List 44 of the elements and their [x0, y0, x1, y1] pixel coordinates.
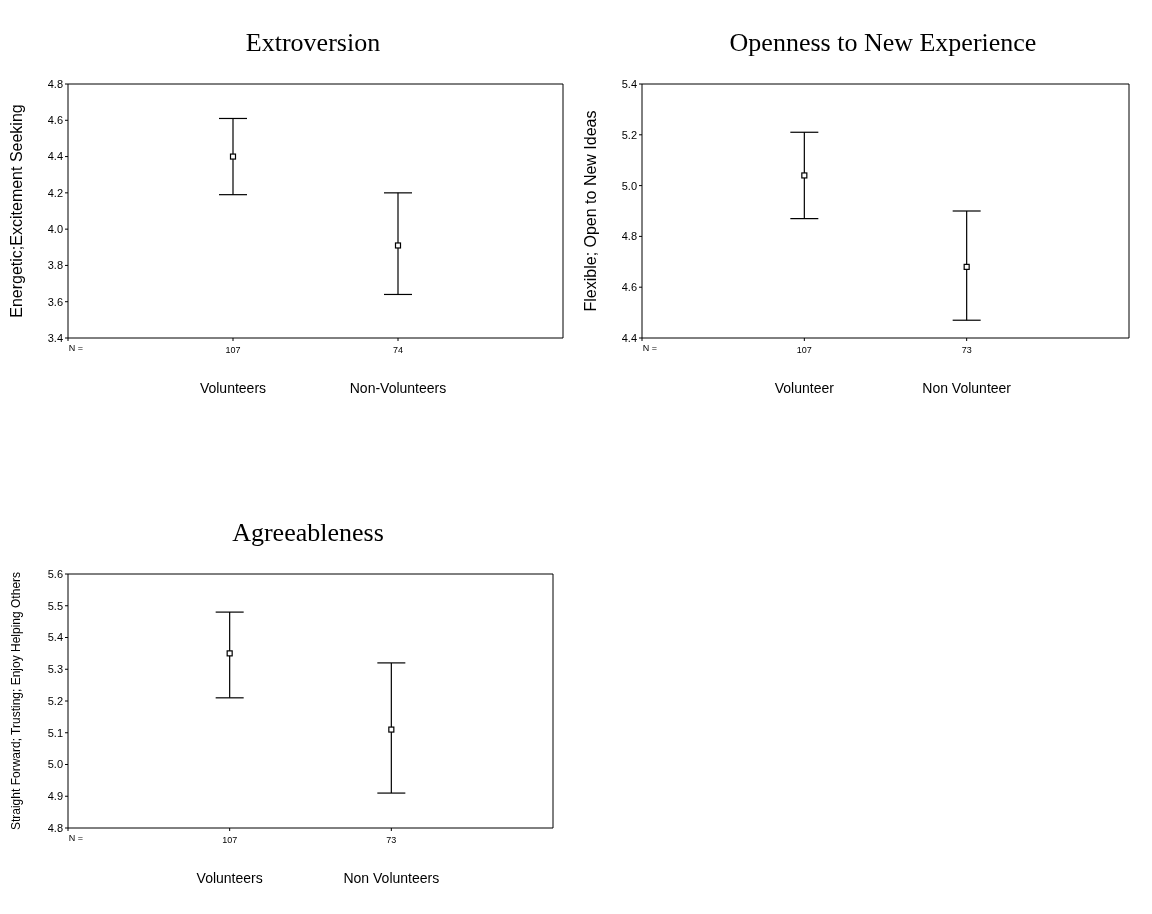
y-tick-label: 5.1 — [47, 726, 63, 739]
y-tick-label: 4.6 — [621, 281, 637, 294]
text: 107 — [225, 345, 241, 355]
chart-title: Extroversion — [244, 28, 382, 58]
x-tick-label: Non Volunteers — [343, 870, 440, 886]
x-tick-label: Non-Volunteers — [349, 380, 447, 396]
y-axis-title: Straight Forward; Trusting; Enjoy Helping Others — [9, 571, 24, 831]
text: N = — [642, 343, 658, 353]
y-tick-label: 3.6 — [47, 295, 63, 308]
text: N = — [68, 833, 84, 843]
y-tick-label: 5.3 — [47, 663, 63, 676]
y-tick-label: 4.6 — [47, 114, 63, 127]
y-axis-title: Flexible; Open to New Ideas — [581, 110, 599, 312]
chart-title: Openness to New Experience — [728, 28, 1038, 58]
x-tick-label: Volunteers — [199, 380, 267, 396]
y-tick-label: 4.4 — [621, 331, 637, 344]
y-tick-label: 4.8 — [47, 77, 63, 90]
y-tick-label: 4.8 — [621, 230, 637, 243]
y-tick-label: 5.2 — [621, 128, 637, 141]
text: 74 — [392, 345, 404, 355]
y-axis-title: Energetic;Excitement Seeking — [7, 104, 25, 318]
y-tick-label: 3.4 — [47, 331, 63, 344]
text: 73 — [386, 835, 397, 845]
chart-title: Agreeableness — [231, 518, 385, 548]
x-tick-label: Volunteers — [196, 870, 263, 886]
y-tick-label: 5.4 — [621, 77, 637, 90]
y-tick-label: 5.4 — [47, 631, 63, 644]
y-tick-label: 5.6 — [47, 567, 63, 580]
y-tick-label: 4.9 — [47, 790, 63, 803]
y-tick-label: 5.0 — [621, 179, 637, 192]
text: 107 — [222, 835, 238, 845]
x-tick-label: Non Volunteer — [922, 380, 1012, 396]
y-tick-label: 3.8 — [47, 259, 63, 272]
text: 73 — [961, 345, 972, 355]
text: 107 — [796, 345, 812, 355]
y-tick-label: 4.8 — [47, 821, 63, 834]
y-tick-label: 4.4 — [47, 150, 63, 163]
y-tick-label: 5.2 — [47, 694, 63, 707]
y-tick-label: 4.0 — [47, 223, 63, 236]
y-tick-label: 4.2 — [47, 186, 63, 199]
x-tick-label: Volunteer — [774, 380, 835, 396]
y-tick-label: 5.0 — [47, 758, 63, 771]
y-tick-label: 5.5 — [47, 599, 63, 612]
text: N = — [68, 343, 84, 353]
